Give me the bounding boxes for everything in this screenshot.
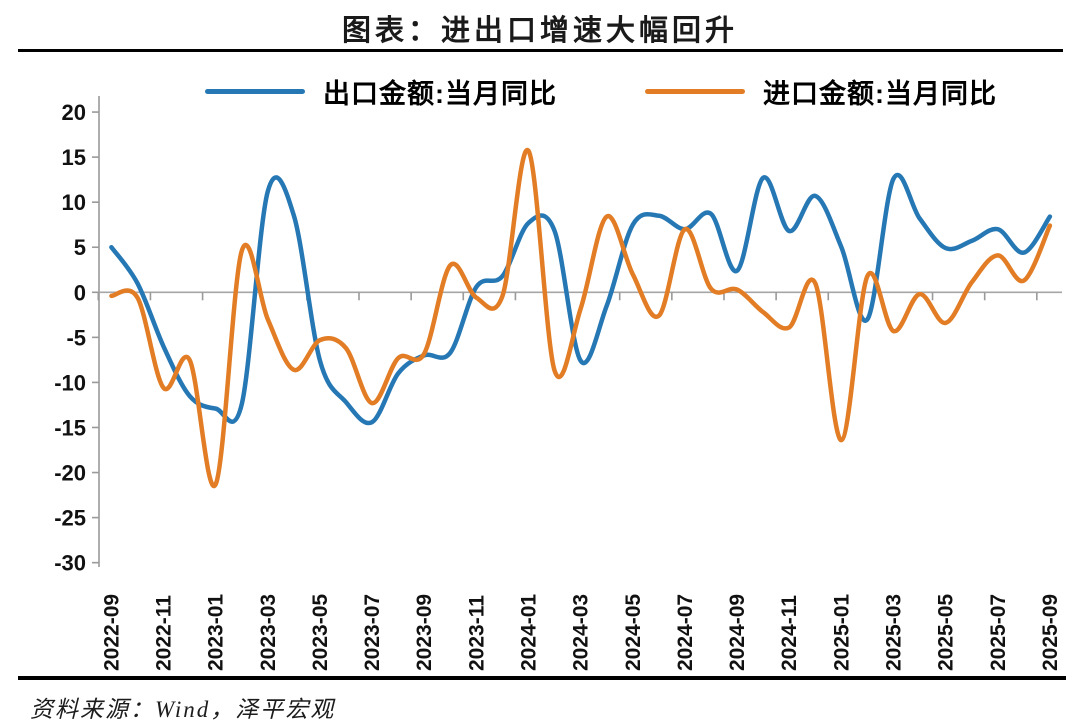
y-tick-label: 20 xyxy=(62,100,86,125)
x-tick-label: 2025-03 xyxy=(883,594,906,671)
x-tick-label: 2025-07 xyxy=(987,594,1010,671)
x-tick-label: 2025-09 xyxy=(1039,594,1062,671)
x-tick-label: 2025-01 xyxy=(830,594,853,671)
x-tick-label: 2023-05 xyxy=(309,594,332,671)
import-line-swatch xyxy=(645,89,745,94)
y-tick-label: 5 xyxy=(74,235,86,260)
legend-item-import: 进口金额:当月同比 xyxy=(645,72,997,111)
y-tick-label: 0 xyxy=(74,280,86,305)
top-divider-line xyxy=(18,49,1063,52)
export-line-swatch xyxy=(205,89,305,94)
x-tick-label: 2024-07 xyxy=(674,594,697,671)
y-tick-label: 15 xyxy=(62,145,86,170)
x-tick-label: 2024-09 xyxy=(726,594,749,671)
chart-title: 图表：进出口增速大幅回升 xyxy=(341,15,738,47)
x-tick-label: 2023-09 xyxy=(413,594,436,671)
y-tick-label: 10 xyxy=(62,190,86,215)
y-tick-label: -15 xyxy=(54,415,86,440)
x-tick-label: 2022-09 xyxy=(100,594,123,671)
x-tick-label: 2025-05 xyxy=(935,594,958,671)
import-legend-label: 进口金额:当月同比 xyxy=(763,79,997,109)
x-tick-label: 2023-07 xyxy=(361,594,384,671)
bottom-divider-line xyxy=(18,676,1066,680)
data-source-note: 资料来源：Wind，泽平宏观 xyxy=(30,697,336,722)
x-tick-label: 2024-01 xyxy=(518,594,541,671)
y-tick-label: -25 xyxy=(54,506,86,531)
x-tick-label: 2022-11 xyxy=(153,595,176,671)
export-legend-label: 出口金额:当月同比 xyxy=(323,79,557,109)
y-tick-label: -10 xyxy=(54,370,86,395)
legend: 出口金额:当月同比 进口金额:当月同比 xyxy=(0,72,1080,111)
x-tick-label: 2024-03 xyxy=(570,594,593,671)
x-tick-label: 2023-11 xyxy=(465,595,488,671)
x-tick-label: 2024-11 xyxy=(778,595,801,671)
x-tick-label: 2024-05 xyxy=(622,594,645,671)
x-tick-label: 2023-01 xyxy=(205,594,228,671)
import-series-line xyxy=(109,148,1053,489)
y-tick-label: -5 xyxy=(66,325,86,350)
y-tick-label: -30 xyxy=(54,551,86,576)
y-tick-label: -20 xyxy=(54,461,86,486)
export-series-line xyxy=(109,173,1053,426)
x-tick-label: 2023-03 xyxy=(257,594,280,671)
legend-item-export: 出口金额:当月同比 xyxy=(205,72,557,111)
